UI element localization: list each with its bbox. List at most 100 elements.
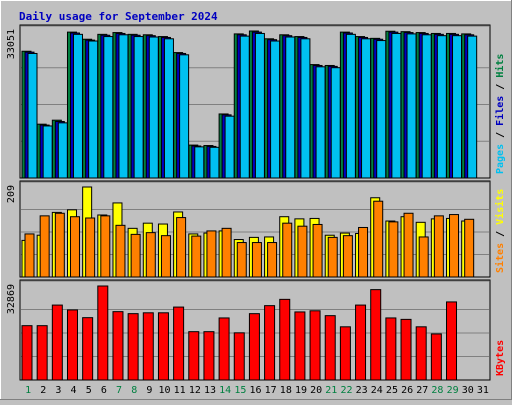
bar-sites-25 [388, 221, 399, 278]
bar-sites-15 [236, 242, 247, 278]
panel-kbytes: 32869 KBytes [6, 279, 506, 381]
bar-sites-28 [433, 215, 444, 278]
bar-kbytes-19 [294, 311, 306, 381]
bar-sites-29 [449, 214, 460, 278]
bar-kbytes-11 [173, 306, 185, 381]
x-tick-label: 24 [371, 385, 383, 396]
bar-pages-17 [270, 40, 281, 179]
bar-pages-14 [224, 115, 235, 179]
bar-sites-14 [221, 227, 232, 278]
bar-pages-1 [27, 52, 38, 179]
series-pages [27, 32, 478, 179]
bar-kbytes-8 [127, 313, 139, 381]
x-tick-label: 2 [40, 385, 46, 396]
x-tick-label: 30 [462, 385, 474, 396]
bar-sites-7 [115, 224, 126, 278]
bar-pages-7 [118, 34, 129, 179]
side-label-pages: Pages [495, 144, 506, 174]
bar-sites-18 [282, 222, 293, 278]
panel-visits-sites: 209 Sites / Visits [6, 180, 506, 278]
bar-pages-5 [88, 40, 99, 179]
bar-kbytes-22 [339, 326, 351, 381]
bar-kbytes-9 [142, 312, 154, 381]
bar-pages-20 [315, 66, 326, 179]
bar-kbytes-16 [248, 313, 260, 381]
bar-pages-30 [467, 35, 478, 179]
bar-pages-18 [285, 36, 296, 179]
x-tick-label: 15 [234, 385, 246, 396]
x-tick-label: 5 [86, 385, 92, 396]
x-tick-label: 26 [401, 385, 413, 396]
bar-sites-19 [297, 225, 308, 278]
x-tick-label: 22 [340, 385, 352, 396]
bar-sites-21 [327, 236, 338, 278]
bar-pages-6 [103, 36, 114, 179]
bar-sites-20 [312, 223, 323, 278]
bar-sites-9 [145, 232, 156, 278]
x-tick-label: 25 [386, 385, 398, 396]
bar-sites-6 [100, 215, 111, 278]
side-label-separator: / [495, 225, 506, 243]
bar-pages-23 [361, 38, 372, 179]
bar-pages-16 [254, 32, 265, 179]
bar-pages-29 [452, 35, 463, 179]
bar-kbytes-14 [218, 317, 230, 381]
x-tick-label: 21 [325, 385, 337, 396]
panel-max-label: 32869 [6, 284, 17, 314]
bar-kbytes-24 [370, 289, 382, 381]
bar-kbytes-3 [51, 304, 63, 381]
panel-hits-files-pages: 33051 Pages / Files / Hits [6, 24, 506, 179]
bar-kbytes-28 [430, 333, 442, 381]
chart-title: Daily usage for September 2024 [19, 10, 218, 23]
panel-max-label: 33051 [6, 29, 17, 59]
bar-sites-16 [251, 242, 262, 278]
bar-sites-27 [418, 236, 429, 278]
x-tick-label: 17 [265, 385, 277, 396]
bar-sites-30 [464, 218, 475, 278]
series-kbytes [21, 285, 458, 381]
x-tick-label: 8 [131, 385, 137, 396]
bar-pages-27 [421, 34, 432, 179]
bar-kbytes-10 [157, 312, 169, 381]
bar-pages-24 [376, 40, 387, 179]
bar-sites-10 [160, 235, 171, 278]
bar-sites-2 [39, 215, 50, 278]
bar-pages-2 [42, 125, 53, 179]
side-label-sites: Sites [494, 243, 506, 273]
x-tick-label: 1 [25, 385, 31, 396]
x-tick-label: 18 [280, 385, 292, 396]
x-tick-label: 31 [477, 385, 489, 396]
bar-sites-11 [176, 217, 187, 278]
x-tick-label: 14 [219, 385, 231, 396]
side-label-hits: Hits [494, 54, 506, 78]
bar-sites-5 [85, 217, 96, 278]
chart-panels: 33051 Pages / Files / Hits 209 Sites / Visi… [6, 24, 506, 381]
panel-side-label: Pages / Files / Hits [494, 54, 506, 174]
x-tick-label: 9 [146, 385, 152, 396]
side-label-visits: Visits [494, 189, 506, 225]
bar-kbytes-4 [66, 309, 78, 381]
bar-pages-11 [179, 54, 190, 179]
bar-kbytes-13 [203, 331, 215, 381]
x-tick-label: 6 [101, 385, 107, 396]
bar-kbytes-29 [446, 301, 458, 381]
bar-pages-19 [300, 38, 311, 179]
bar-sites-12 [191, 235, 202, 278]
bar-sites-1 [24, 233, 35, 278]
bar-kbytes-17 [264, 305, 276, 381]
x-tick-label: 16 [249, 385, 261, 396]
bar-sites-13 [206, 230, 217, 278]
bar-pages-22 [345, 33, 356, 179]
x-axis-tick-labels: 1 2 3 4 5 6 7 8 9 10 11 12 13 14 15 16 17 18 19 20 21 22 23 24 2… [25, 385, 489, 396]
bar-kbytes-23 [355, 304, 367, 381]
bar-kbytes-2 [36, 325, 48, 381]
bar-kbytes-5 [82, 317, 94, 381]
bar-kbytes-25 [385, 317, 397, 381]
series-sites [24, 200, 475, 278]
x-tick-label: 20 [310, 385, 322, 396]
bar-pages-3 [57, 122, 68, 179]
x-tick-label: 13 [204, 385, 216, 396]
bar-pages-28 [436, 35, 447, 179]
